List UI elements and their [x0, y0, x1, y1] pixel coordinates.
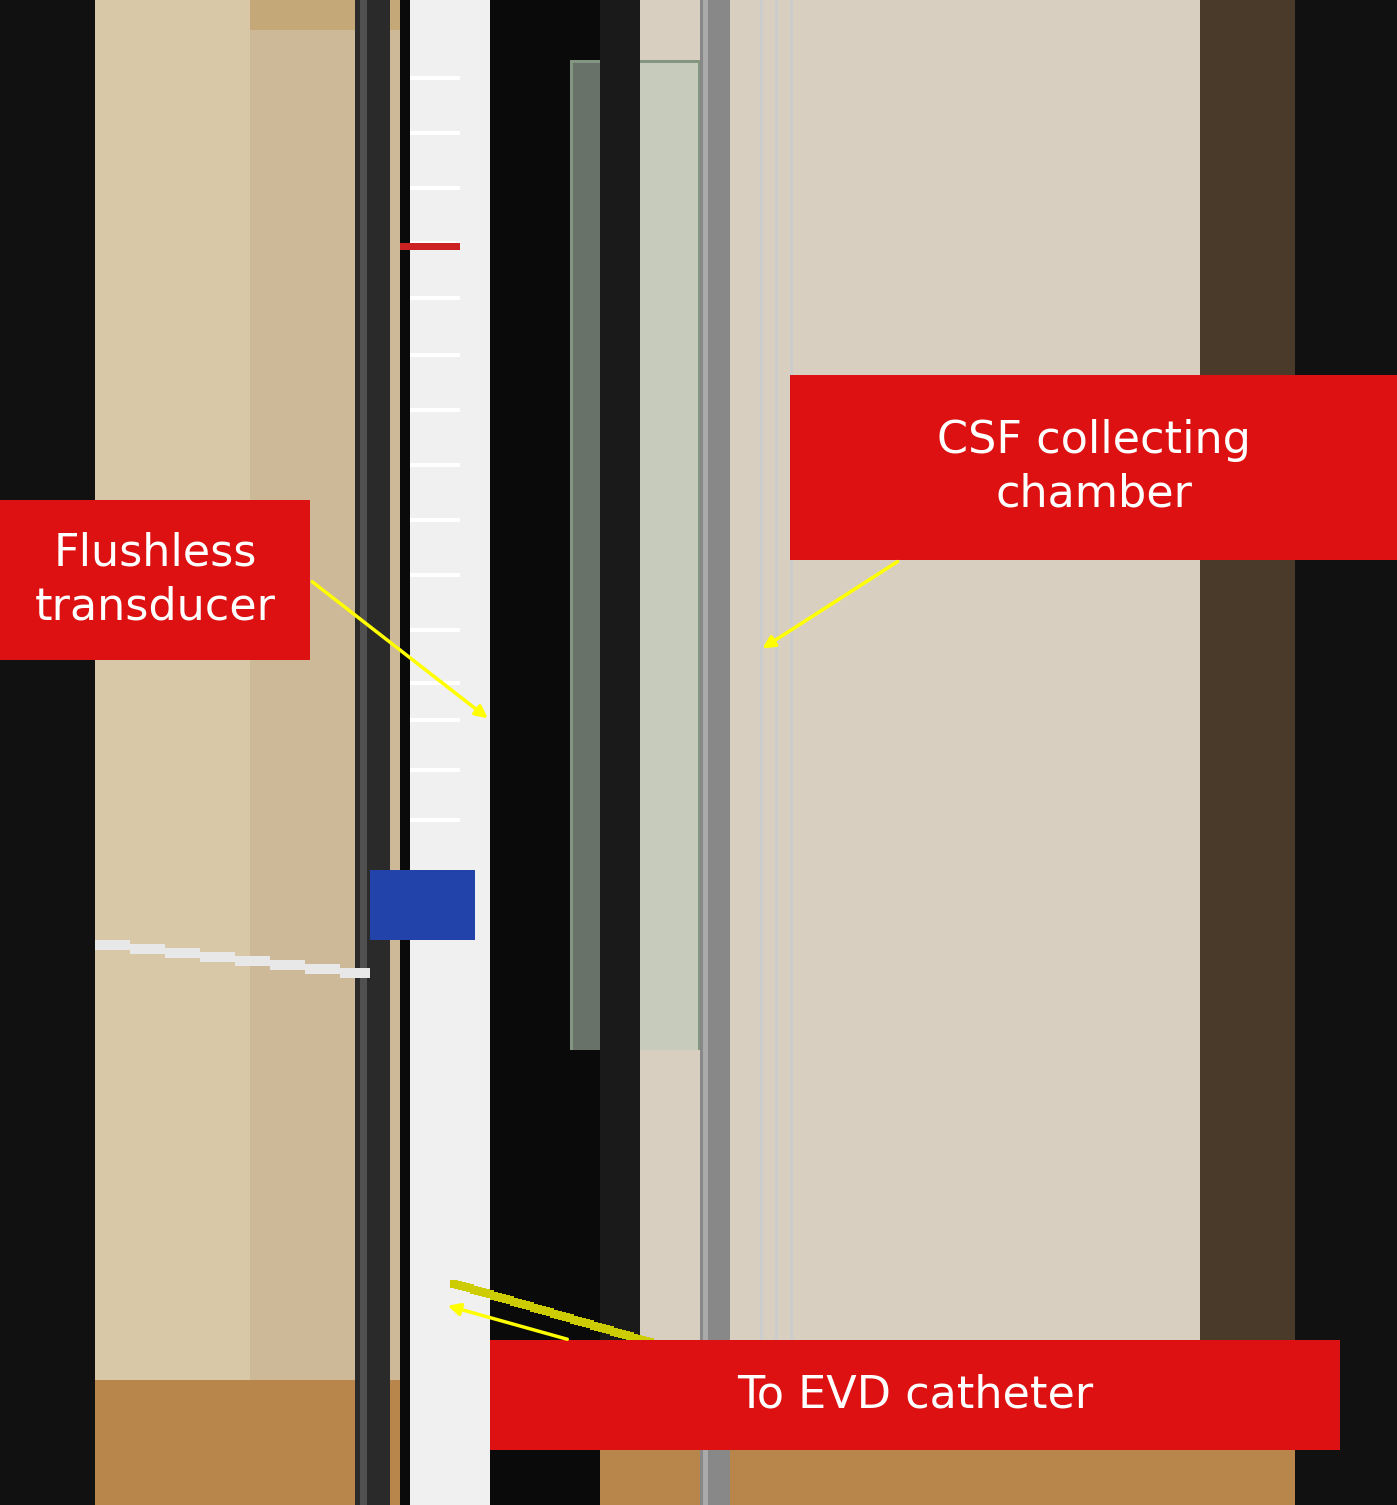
Text: CSF collecting
chamber: CSF collecting chamber	[936, 420, 1250, 516]
Bar	[789, 375, 1397, 560]
Bar	[490, 1339, 1340, 1449]
Text: To EVD catheter: To EVD catheter	[736, 1374, 1092, 1416]
Bar	[0, 500, 310, 661]
Text: Flushless
transducer: Flushless transducer	[35, 531, 275, 628]
